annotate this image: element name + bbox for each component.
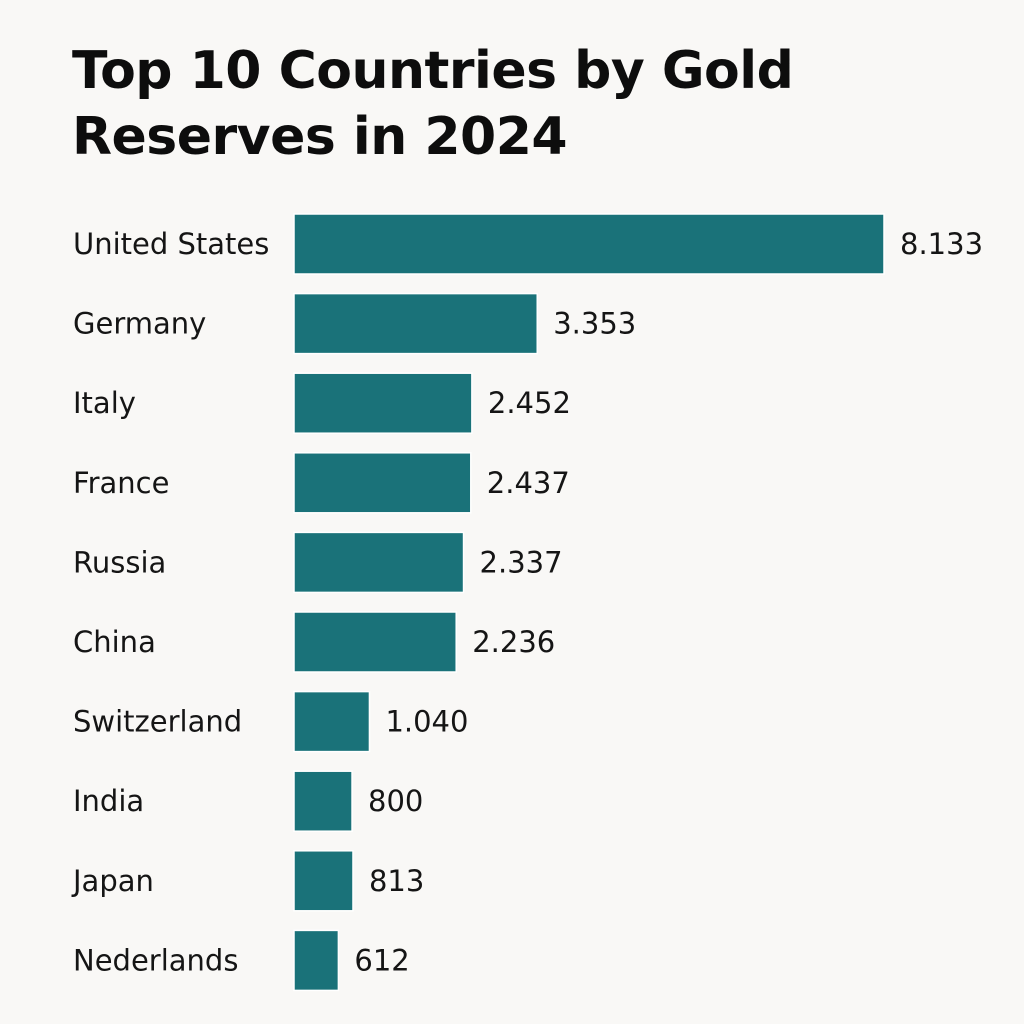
value-label: 2.236 (472, 625, 555, 659)
bar (293, 372, 473, 434)
bar (293, 690, 371, 753)
category-label: France (73, 466, 169, 500)
category-label: Russia (73, 545, 166, 579)
value-label: 2.337 (480, 545, 563, 579)
bar (293, 213, 885, 275)
bar (293, 929, 340, 992)
category-label: Japan (71, 864, 154, 898)
value-label: 800 (368, 784, 423, 818)
category-label: Nederlands (73, 943, 238, 977)
plot-area: United States 8.133 Germany 3.353 Italy 2.452… (71, 213, 983, 992)
category-label: India (73, 784, 144, 818)
bar (293, 770, 353, 832)
category-label: Switzerland (73, 705, 242, 739)
category-label: United States (73, 227, 269, 261)
category-label: Germany (73, 307, 206, 341)
chart-title: Top 10 Countries by Gold Reserves in 202… (72, 41, 794, 167)
value-label: 8.133 (900, 227, 983, 261)
bar (293, 452, 472, 514)
value-label: 2.437 (487, 466, 570, 500)
category-label: China (73, 625, 156, 659)
bar (293, 531, 465, 594)
value-label: 813 (369, 864, 424, 898)
value-label: 2.452 (488, 386, 571, 420)
bar (293, 292, 538, 355)
bar (293, 850, 354, 912)
value-label: 612 (354, 943, 409, 977)
category-label: Italy (73, 386, 136, 420)
value-label: 1.040 (385, 705, 468, 739)
value-label: 3.353 (553, 307, 636, 341)
bar (293, 611, 457, 673)
